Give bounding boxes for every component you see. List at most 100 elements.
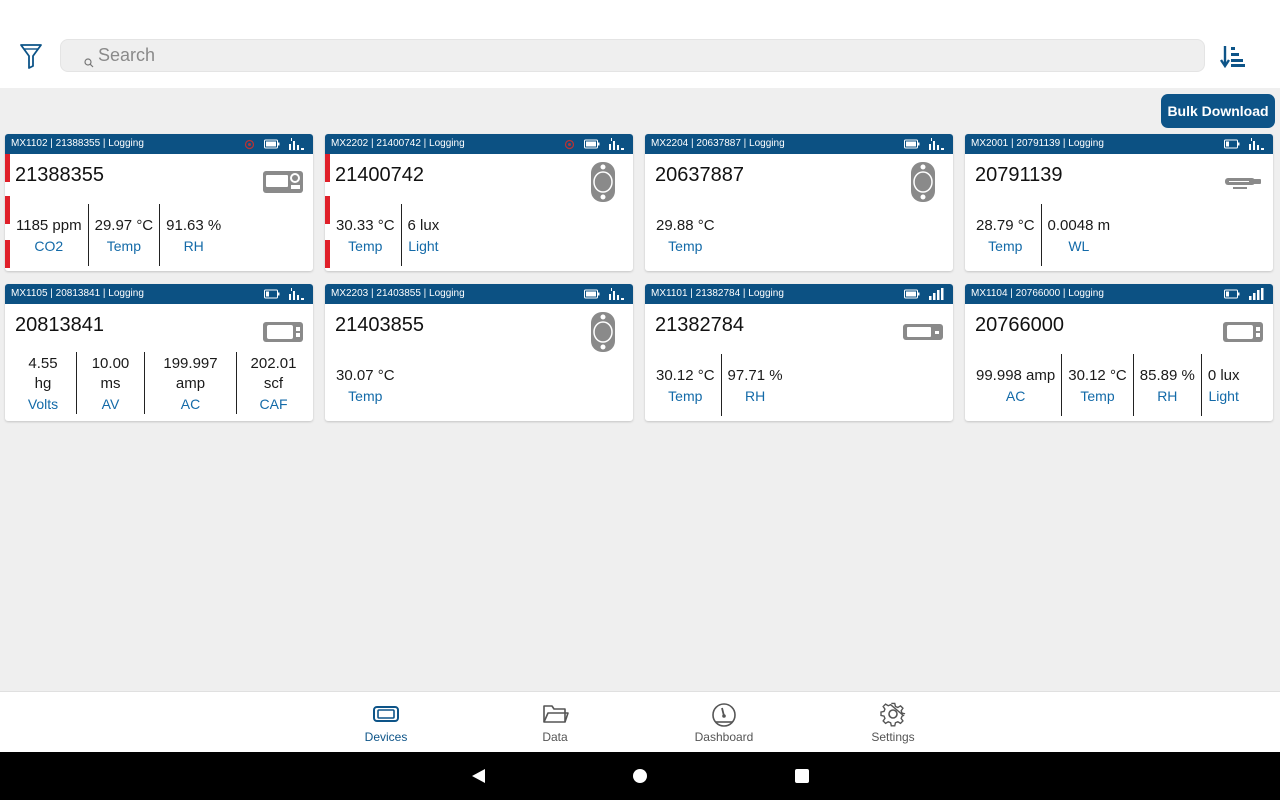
recents-icon	[795, 769, 809, 783]
device-header: MX1102 | 21388355 | Logging	[5, 134, 313, 154]
analog-logger-icon	[1221, 310, 1265, 354]
signal-icon	[1249, 138, 1264, 150]
reading-label: Temp	[668, 238, 703, 254]
device-header-text: MX1104 | 20766000 | Logging	[971, 288, 1104, 299]
signal-icon	[929, 288, 944, 300]
bottom-nav: Devices Data Dashboard	[0, 691, 1280, 752]
device-header-text: MX2203 | 21403855 | Logging	[331, 288, 465, 299]
reading: 0.0048 m WL	[1040, 204, 1117, 266]
reading-value: 97.71 %	[727, 367, 783, 384]
reading-value: 0 lux	[1207, 367, 1240, 384]
device-card[interactable]: MX1104 | 20766000 | Logging 20766000 99.99…	[965, 284, 1273, 421]
reading: 91.63 % RH	[159, 204, 227, 266]
back-icon	[472, 769, 485, 783]
recents-button[interactable]	[790, 764, 814, 788]
battery-icon	[264, 139, 280, 149]
device-header: MX1104 | 20766000 | Logging	[965, 284, 1273, 304]
reading-label: AV	[101, 396, 120, 412]
reading: 6 lux Light	[400, 204, 446, 266]
signal-icon	[289, 288, 304, 300]
device-header-text: MX1102 | 21388355 | Logging	[11, 138, 144, 149]
device-card[interactable]: MX2001 | 20791139 | Logging 20791139 28.79…	[965, 134, 1273, 271]
reading-label: Light	[1208, 388, 1239, 404]
reading-value: 91.63 %	[166, 217, 222, 234]
readings-row: 30.12 °C Temp 97.71 % RH	[650, 354, 789, 416]
reading-value: 0.0048 m	[1047, 217, 1111, 234]
reading-value: 30.12 °C	[1068, 367, 1127, 384]
filter-button[interactable]	[16, 40, 46, 72]
battery-icon	[1224, 289, 1240, 299]
reading-value: 10.00 ms	[91, 355, 130, 392]
home-button[interactable]	[628, 764, 652, 788]
device-serial: 21388355	[15, 164, 104, 186]
reading: 10.00 ms AV	[76, 352, 144, 414]
signal-icon	[609, 138, 624, 150]
reading-label: Temp	[1080, 388, 1115, 404]
home-icon	[633, 769, 647, 783]
signal-icon	[609, 288, 624, 300]
reading: 0 lux Light	[1200, 354, 1246, 416]
device-header-text: MX1101 | 21382784 | Logging	[651, 288, 784, 299]
reading-label: Temp	[988, 238, 1023, 254]
reading-value: 6 lux	[407, 217, 440, 234]
reading: 30.07 °C Temp	[330, 354, 401, 416]
device-header: MX2203 | 21403855 | Logging	[325, 284, 633, 304]
nav-settings[interactable]: Settings	[838, 692, 948, 752]
device-header: MX2202 | 21400742 | Logging	[325, 134, 633, 154]
reading-label: WL	[1068, 238, 1090, 254]
status-icons	[1224, 284, 1265, 304]
reading-value: 28.79 °C	[976, 217, 1035, 234]
device-header-text: MX2204 | 20637887 | Logging	[651, 138, 785, 149]
reading-value: 29.88 °C	[656, 217, 715, 234]
back-button[interactable]	[466, 764, 490, 788]
reading-value: 202.01 scf	[250, 355, 297, 392]
reading-label: AC	[1005, 388, 1026, 404]
device-card[interactable]: MX1105 | 20813841 | Logging 20813841 4.55 …	[5, 284, 313, 421]
status-icons	[264, 284, 305, 304]
device-header-text: MX2202 | 21400742 | Logging	[331, 138, 465, 149]
reading: 85.89 % RH	[1132, 354, 1201, 416]
device-card[interactable]: MX2203 | 21403855 | Logging 21403855 30.07…	[325, 284, 633, 421]
reading-label: AC	[180, 396, 201, 412]
device-serial: 20813841	[15, 314, 104, 336]
device-card[interactable]: MX2204 | 20637887 | Logging 20637887 29.88…	[645, 134, 953, 271]
battery-icon	[584, 289, 600, 299]
readings-row: 30.07 °C Temp	[330, 354, 401, 416]
nav-devices[interactable]: Devices	[331, 692, 441, 752]
nav-dashboard[interactable]: Dashboard	[669, 692, 779, 752]
reading: 199.997 amp AC	[144, 352, 236, 414]
device-serial: 21382784	[655, 314, 744, 336]
device-header-text: MX1105 | 20813841 | Logging	[11, 288, 144, 299]
temp-rh-logger-icon	[901, 310, 945, 354]
signal-icon	[289, 138, 304, 150]
reading: 97.71 % RH	[720, 354, 789, 416]
pendant-logger-icon	[581, 310, 625, 354]
readings-row: 29.88 °C Temp	[650, 204, 721, 266]
filter-icon	[20, 44, 42, 69]
bulk-download-button[interactable]: Bulk Download	[1161, 94, 1275, 128]
device-header: MX1105 | 20813841 | Logging	[5, 284, 313, 304]
device-serial: 20791139	[975, 164, 1063, 186]
device-card[interactable]: MX1102 | 21388355 | Logging 21388355 1185 …	[5, 134, 313, 271]
reading-value: 99.998 amp	[976, 367, 1056, 384]
dashboard-icon	[712, 703, 736, 727]
reading: 29.88 °C Temp	[650, 204, 721, 266]
devices-icon	[373, 706, 399, 722]
alarm-indicator	[5, 154, 10, 270]
device-card[interactable]: MX2202 | 21400742 | Logging 21400742 30.33…	[325, 134, 633, 271]
signal-icon	[1249, 288, 1264, 300]
reading-value: 29.97 °C	[94, 217, 154, 234]
nav-settings-label: Settings	[871, 730, 915, 744]
nav-data[interactable]: Data	[500, 692, 610, 752]
device-card[interactable]: MX1101 | 21382784 | Logging 21382784 30.12…	[645, 284, 953, 421]
search-bar[interactable]	[60, 39, 1205, 72]
nav-devices-label: Devices	[364, 730, 408, 744]
reading-value: 30.12 °C	[656, 367, 715, 384]
water-level-logger-icon	[1221, 160, 1265, 204]
reading-label: RH	[744, 388, 766, 404]
sort-button[interactable]	[1218, 40, 1248, 72]
reading-label: Temp	[348, 388, 383, 404]
reading-label: RH	[183, 238, 204, 254]
search-input[interactable]	[98, 40, 1198, 71]
device-header: MX2204 | 20637887 | Logging	[645, 134, 953, 154]
